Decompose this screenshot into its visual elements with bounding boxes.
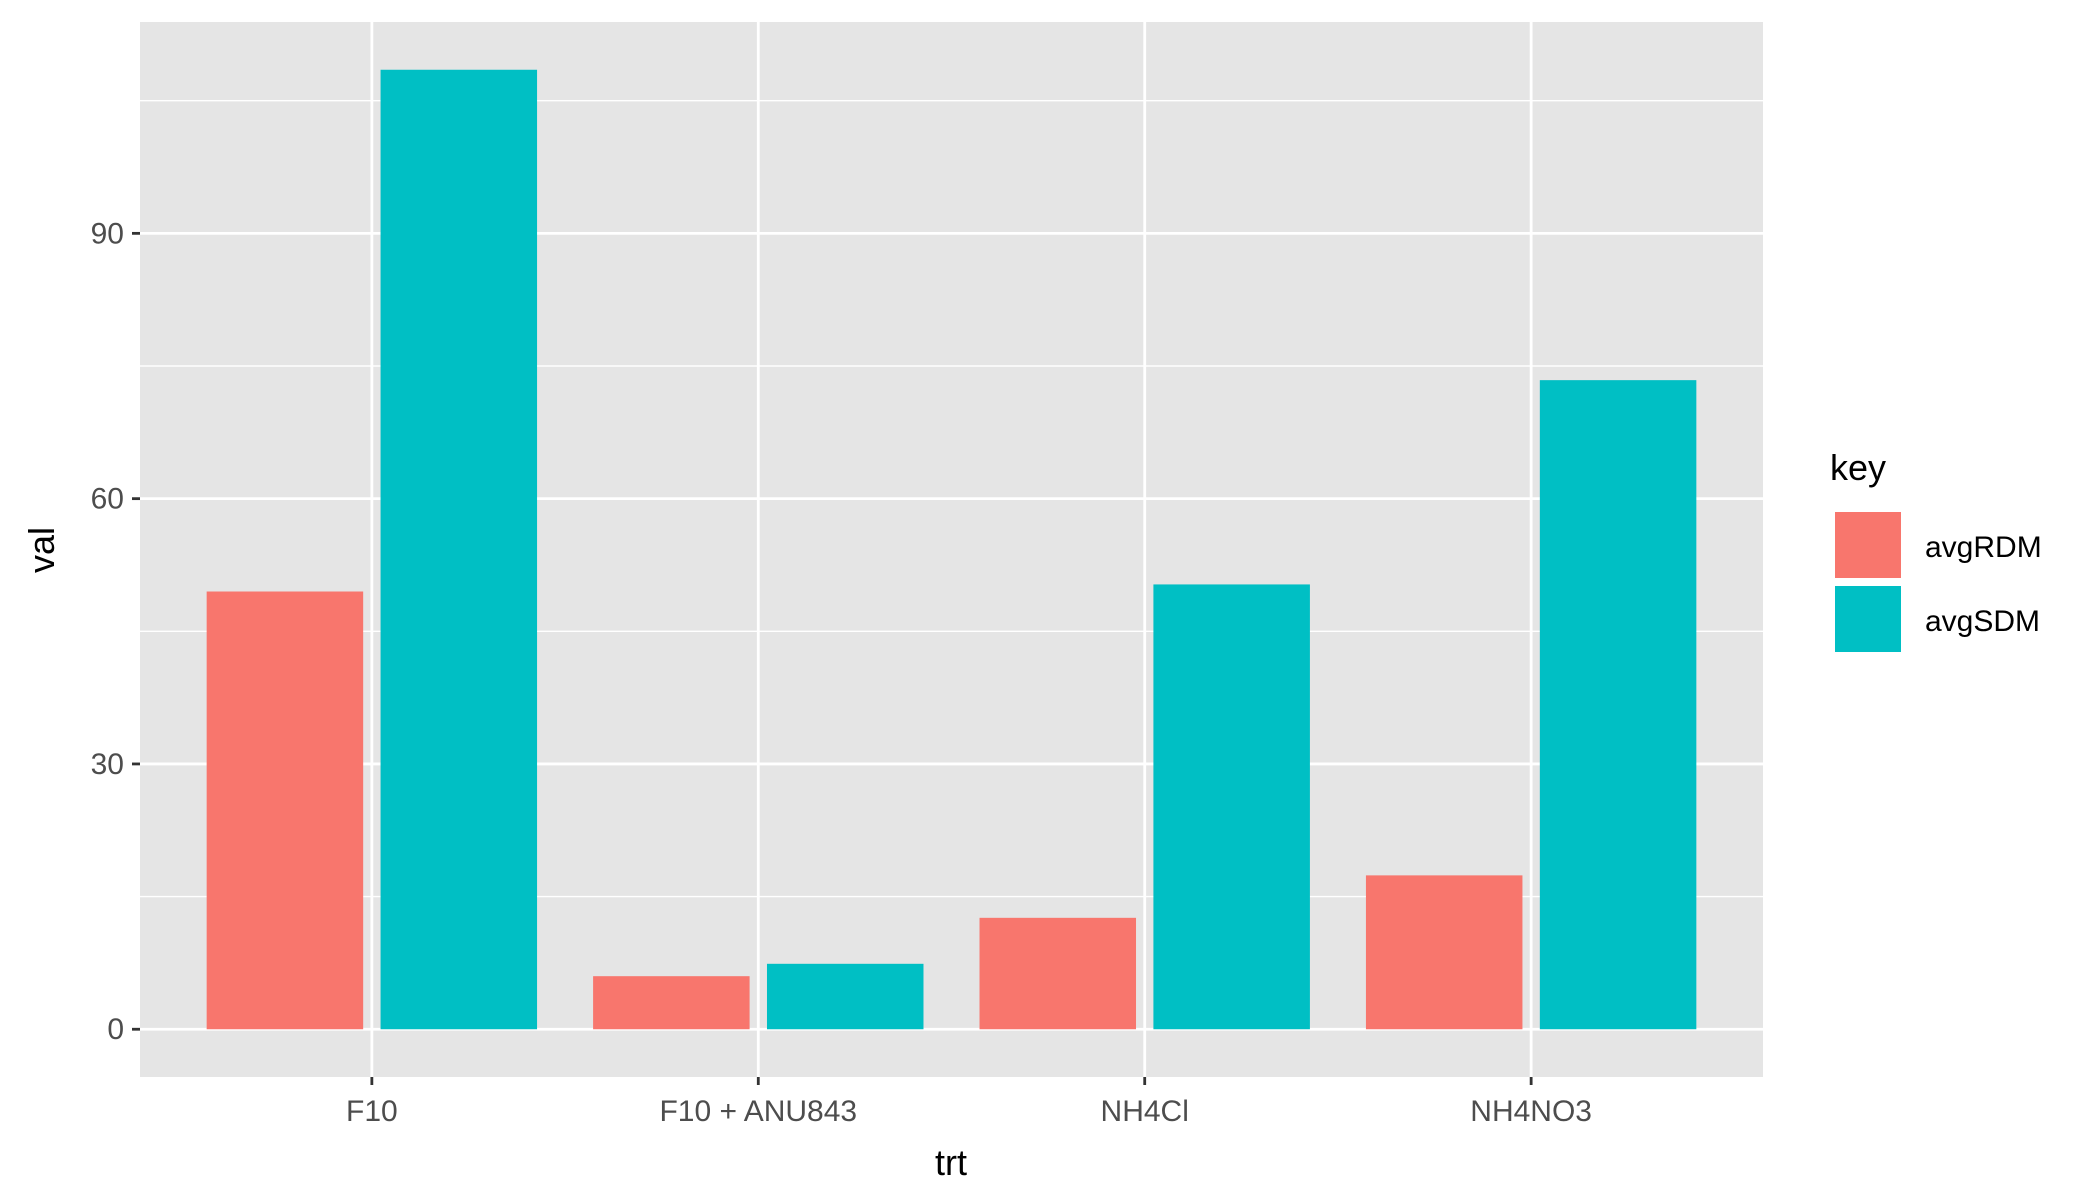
bar-avgSDM-3 [1539,380,1697,1030]
y-axis: 0 30 60 90 [91,217,140,1046]
y-axis-title: val [21,527,62,573]
bar-avgRDM-0 [206,591,364,1030]
x-tick-label: F10 [346,1095,398,1128]
bar-avgRDM-1 [593,976,750,1030]
legend-title: key [1830,447,1886,488]
legend: key avgRDM avgSDM [1830,447,2042,652]
y-tick-label: 30 [91,748,124,781]
x-axis: F10 F10 + ANU843 NH4Cl NH4NO3 [346,1077,1592,1128]
legend-label-avgRDM: avgRDM [1925,531,2042,564]
y-tick-label: 60 [91,483,124,516]
bar-avgSDM-1 [766,963,924,1030]
legend-label-avgSDM: avgSDM [1925,605,2040,638]
y-tick-label: 0 [107,1013,124,1046]
legend-key-avgRDM [1835,512,1901,578]
bar-avgSDM-2 [1153,584,1310,1030]
x-axis-title: trt [935,1142,967,1183]
bar-avgRDM-3 [1365,875,1523,1030]
bars [206,69,1697,1030]
x-tick-label: F10 + ANU843 [659,1095,857,1128]
y-tick-label: 90 [91,217,124,250]
x-tick-label: NH4NO3 [1470,1095,1592,1128]
bar-avgSDM-0 [380,69,538,1030]
x-tick-label: NH4Cl [1101,1095,1189,1128]
bar-avgRDM-2 [979,917,1137,1030]
legend-key-avgSDM [1835,586,1901,652]
